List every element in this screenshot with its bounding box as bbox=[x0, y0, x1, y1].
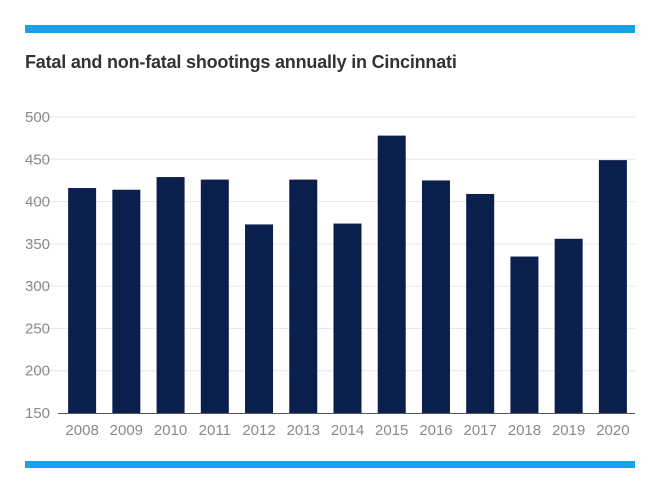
x-tick-label: 2020 bbox=[596, 422, 629, 439]
bar-2020 bbox=[598, 160, 627, 413]
x-tick-label: 2018 bbox=[508, 422, 541, 439]
top-accent-rule bbox=[25, 25, 635, 33]
bar-2018 bbox=[510, 256, 539, 413]
x-tick-label: 2014 bbox=[331, 422, 364, 439]
y-tick-label: 250 bbox=[25, 320, 50, 337]
x-tick-label: 2011 bbox=[199, 422, 231, 439]
x-axis-tick-labels: 2008 2009 2010 2011 2012 2013 2014 2015 2016 2017… bbox=[65, 422, 629, 439]
x-tick-label: 2019 bbox=[552, 422, 585, 439]
x-tick-label: 2008 bbox=[65, 422, 98, 439]
y-tick-label: 500 bbox=[25, 109, 50, 126]
y-tick-label: 450 bbox=[25, 151, 50, 168]
bar-2019 bbox=[554, 238, 583, 413]
x-tick-label: 2017 bbox=[464, 422, 497, 439]
bar-2010 bbox=[156, 177, 185, 413]
x-tick-label: 2012 bbox=[242, 422, 275, 439]
bar-2012 bbox=[245, 224, 274, 413]
y-tick-label: 200 bbox=[25, 363, 50, 380]
y-tick-label: 400 bbox=[25, 194, 50, 211]
y-axis-tick-labels: 150 200 250 300 350 400 450 500 bbox=[25, 109, 50, 422]
y-tick-label: 150 bbox=[25, 405, 50, 422]
y-tick-label: 350 bbox=[25, 236, 50, 253]
bar-2016 bbox=[421, 180, 450, 413]
bar-2017 bbox=[466, 193, 495, 413]
bottom-accent-rule bbox=[25, 461, 635, 468]
bar-2013 bbox=[289, 179, 318, 413]
bar-2014 bbox=[333, 223, 362, 413]
bar-2015 bbox=[377, 135, 406, 413]
y-tick-label: 300 bbox=[25, 278, 50, 295]
chart-title: Fatal and non-fatal shootings annually i… bbox=[25, 52, 457, 72]
x-tick-label: 2013 bbox=[287, 422, 320, 439]
bar-2009 bbox=[112, 189, 141, 413]
bar-2011 bbox=[200, 179, 229, 413]
x-tick-label: 2016 bbox=[419, 422, 452, 439]
bars bbox=[68, 135, 627, 413]
x-tick-label: 2010 bbox=[154, 422, 187, 439]
x-tick-label: 2015 bbox=[375, 422, 408, 439]
x-tick-label: 2009 bbox=[110, 422, 143, 439]
bar-2008 bbox=[68, 188, 97, 413]
